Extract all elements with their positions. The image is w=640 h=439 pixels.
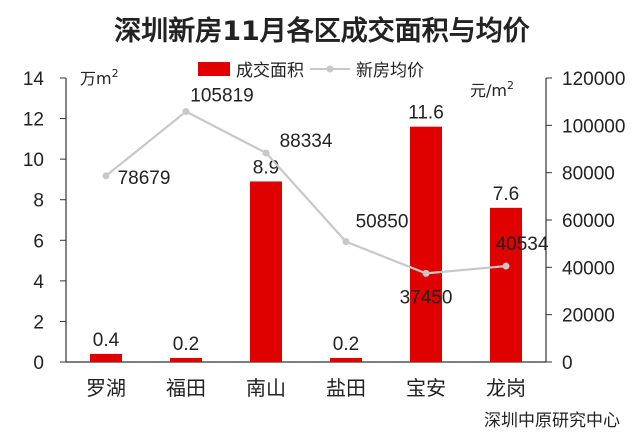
bar (490, 207, 522, 362)
legend-bar-label: 成交面积 (236, 61, 304, 81)
left-axis-unit: 万m2 (80, 67, 119, 88)
category-label: 龙岗 (486, 376, 526, 400)
price-point (182, 108, 190, 116)
left-tick-label: 12 (23, 110, 44, 131)
bar (330, 357, 362, 362)
price-point (502, 262, 510, 270)
left-tick-label: 4 (33, 272, 44, 293)
category-label: 罗湖 (86, 376, 126, 400)
right-tick-label: 20000 (562, 306, 615, 327)
bar (90, 353, 122, 362)
left-tick-label: 8 (33, 191, 44, 212)
price-data-label: 50850 (356, 212, 409, 233)
price-data-label: 37450 (400, 287, 453, 308)
legend-line-marker (326, 65, 334, 73)
left-tick-label: 10 (23, 150, 44, 171)
bar-data-label: 0.2 (173, 334, 199, 355)
bar (250, 181, 282, 362)
left-tick-label: 6 (33, 231, 44, 252)
price-point (262, 149, 270, 157)
bar (170, 357, 202, 362)
bar (410, 126, 442, 362)
bar-data-label: 8.9 (253, 157, 279, 178)
category-label: 福田 (166, 376, 206, 400)
price-point (422, 269, 430, 277)
left-tick-label: 14 (23, 69, 45, 90)
category-label: 南山 (246, 376, 286, 400)
legend-line-label: 新房均价 (356, 61, 424, 81)
right-tick-label: 60000 (562, 211, 615, 232)
category-label: 宝安 (406, 376, 446, 400)
chart-title: 深圳新房11月各区成交面积与均价 (114, 15, 531, 47)
bar-data-label: 11.6 (408, 103, 444, 124)
legend: 成交面积 新房均价 (198, 61, 424, 81)
right-tick-label: 100000 (562, 116, 625, 137)
bar-data-label: 7.6 (493, 184, 519, 205)
right-axis-unit: 元/m2 (470, 79, 514, 100)
right-tick-label: 120000 (562, 69, 625, 90)
right-tick-label: 0 (562, 353, 573, 374)
price-point (102, 172, 110, 180)
bar-data-label: 0.4 (93, 330, 120, 351)
source-note: 深圳中原研究中心 (484, 411, 620, 431)
left-tick-label: 0 (33, 353, 44, 374)
legend-bar-swatch (198, 62, 230, 76)
price-point (342, 238, 350, 246)
price-data-label: 78679 (118, 168, 171, 189)
price-line (105, 110, 507, 275)
left-tick-label: 2 (33, 312, 44, 333)
right-tick-label: 80000 (562, 164, 615, 185)
price-data-label: 40534 (496, 234, 549, 255)
right-tick-label: 40000 (562, 258, 615, 279)
bar-data-label: 0.2 (333, 334, 359, 355)
price-data-label: 105819 (190, 86, 253, 107)
category-label: 盐田 (326, 376, 366, 400)
price-data-label: 88334 (280, 131, 333, 152)
